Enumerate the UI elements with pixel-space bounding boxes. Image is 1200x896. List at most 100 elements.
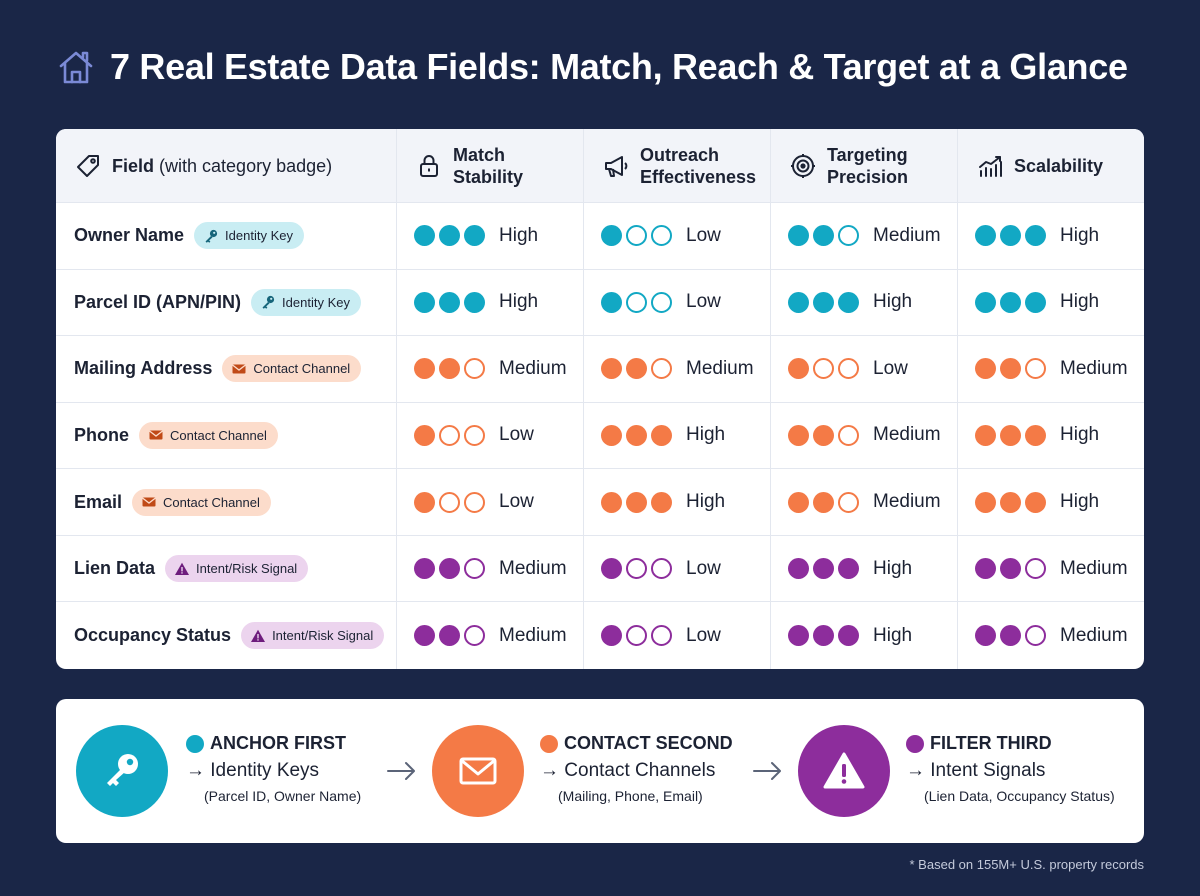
table-row-field: Occupancy Status Intent/Risk Signal <box>56 602 397 669</box>
rating-dot-filled <box>788 225 809 247</box>
rating-dot-empty <box>626 225 647 247</box>
rating-scalability: Medium <box>958 602 1144 669</box>
rating-text: High <box>686 424 726 446</box>
rating-dot-filled <box>464 225 485 247</box>
title-row: 7 Real Estate Data Fields: Match, Reach … <box>56 44 1128 90</box>
key-icon <box>262 296 275 310</box>
arrow-right-icon <box>753 762 781 780</box>
envelope-icon <box>149 430 163 440</box>
rating-dot-empty <box>439 491 460 513</box>
table-row-field: Parcel ID (APN/PIN) Identity Key <box>56 269 397 337</box>
rating-text: Low <box>686 291 721 313</box>
rating-dot-filled <box>1000 491 1021 513</box>
rating-targeting: High <box>771 269 958 337</box>
rating-text: Medium <box>686 357 754 379</box>
header-targeting: Targeting Precision <box>771 129 958 203</box>
rating-dot-filled <box>439 225 460 247</box>
rating-dot-filled <box>601 291 622 313</box>
table-row-field: Email Contact Channel <box>56 469 397 536</box>
rating-dot-filled <box>601 625 622 647</box>
rating-dot-filled <box>1000 424 1021 446</box>
rating-dot-filled <box>414 225 435 247</box>
rating-dot-filled <box>813 424 834 446</box>
chart-growth-icon <box>979 155 1002 177</box>
field-name: Parcel ID (APN/PIN) <box>74 291 242 312</box>
warning-icon <box>175 562 190 575</box>
rating-text: High <box>499 224 539 246</box>
rating-scalability: High <box>958 469 1144 536</box>
rating-dot-filled <box>788 358 809 380</box>
step-1-dot <box>186 734 204 753</box>
rating-dot-filled <box>414 291 435 313</box>
rating-text: Medium <box>1060 557 1128 579</box>
rating-dot-empty <box>626 291 647 313</box>
target-icon <box>791 153 815 178</box>
step-3-dot <box>906 734 924 753</box>
category-badge: Contact Channel <box>132 488 271 516</box>
rating-outreach: Low <box>584 602 771 669</box>
rating-dot-filled <box>975 625 996 647</box>
envelope-icon <box>459 757 497 785</box>
rating-dot-filled <box>601 558 622 580</box>
category-badge: Intent/Risk Signal <box>241 622 385 650</box>
rating-dot-filled <box>626 491 647 513</box>
header-match-line2: Stability <box>453 166 524 187</box>
rating-dot-filled <box>439 358 460 380</box>
rating-outreach: Low <box>584 269 771 337</box>
rating-match: Medium <box>397 602 584 669</box>
rating-match: Low <box>397 469 584 536</box>
rating-text: Medium <box>873 491 941 513</box>
rating-dot-filled <box>414 424 435 446</box>
header-outreach-line2: Effectiveness <box>640 166 757 187</box>
key-icon <box>205 229 218 243</box>
rating-dot-filled <box>813 558 834 580</box>
rating-match: Low <box>397 402 584 470</box>
rating-dot-empty <box>626 625 647 647</box>
rating-dot-filled <box>464 291 485 313</box>
step-2: CONTACT SECOND → Contact Channels (Maili… <box>540 733 733 804</box>
rating-dot-empty <box>651 225 672 247</box>
step-1-sub: → Identity Keys <box>186 760 320 781</box>
rating-text: High <box>873 557 913 579</box>
step-3-note: (Lien Data, Occupancy Status) <box>924 788 1115 804</box>
field-name: Mailing Address <box>74 358 213 379</box>
step-1-note: (Parcel ID, Owner Name) <box>204 788 362 804</box>
rating-dot-empty <box>838 225 859 247</box>
rating-text: Medium <box>1060 357 1128 379</box>
rating-text: High <box>1060 291 1100 313</box>
rating-dot-filled <box>1000 358 1021 380</box>
rating-dot-empty <box>464 558 485 580</box>
badge-label: Identity Key <box>225 228 293 244</box>
rating-dot-filled <box>601 491 622 513</box>
rating-targeting: Medium <box>771 402 958 470</box>
envelope-icon <box>232 364 247 374</box>
rating-outreach: Medium <box>584 336 771 403</box>
lock-icon <box>420 154 438 177</box>
step-3-circle <box>798 725 890 817</box>
rating-dot-filled <box>439 291 460 313</box>
rating-dot-filled <box>1025 424 1046 446</box>
header-field: Field (with category badge) <box>56 129 397 203</box>
badge-label: Identity Key <box>282 294 350 310</box>
header-outreach: Outreach Effectiveness <box>584 129 771 203</box>
page-title: 7 Real Estate Data Fields: Match, Reach … <box>110 46 1128 87</box>
step-3: FILTER THIRD → Intent Signals (Lien Data… <box>906 733 1115 804</box>
rating-dot-empty <box>838 424 859 446</box>
rating-dot-filled <box>651 491 672 513</box>
rating-scalability: High <box>958 270 1144 337</box>
rating-text: Medium <box>1060 624 1128 646</box>
header-targeting-line1: Targeting <box>827 144 908 165</box>
rating-dot-filled <box>813 491 834 513</box>
rating-dot-empty <box>439 424 460 446</box>
rating-outreach: High <box>584 469 771 536</box>
rating-text: Low <box>499 491 534 513</box>
header-match-line1: Match <box>453 144 506 165</box>
table-row-field: Lien Data Intent/Risk Signal <box>56 535 397 603</box>
rating-scalability: High <box>958 403 1144 470</box>
badge-label: Contact Channel <box>253 361 351 377</box>
rating-text: High <box>499 291 539 313</box>
rating-outreach: Low <box>584 203 771 270</box>
rating-text: Medium <box>873 424 941 446</box>
rating-text: High <box>1060 224 1100 246</box>
comparison-table: Field (with category badge) Match Stabili… <box>56 129 1144 669</box>
